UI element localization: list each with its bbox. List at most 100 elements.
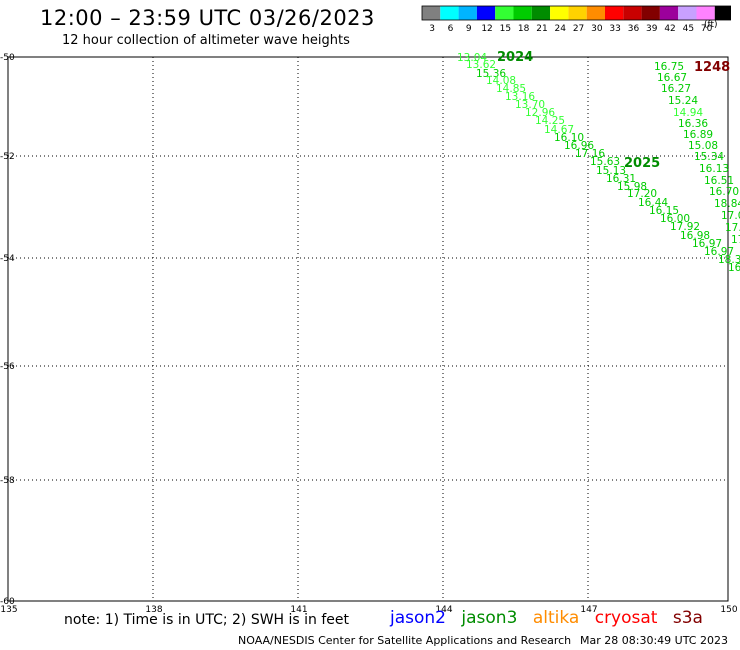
- track-2024-swh-value: 12.96: [525, 107, 555, 119]
- legend-swatch: [586, 6, 605, 20]
- legend-tick-label: 39: [646, 24, 658, 34]
- legend-swatch: [458, 6, 477, 20]
- track-1248-swh-value: 16.36: [678, 118, 708, 130]
- track-1248-swh-value: 16.67: [657, 72, 687, 84]
- track-2024-swh-value: 15.13: [596, 165, 626, 177]
- legend-unit-label: (ft): [704, 20, 718, 30]
- satellite-s3a: s3a: [672, 608, 703, 628]
- longitude-tick-label: 135: [0, 605, 17, 615]
- track-2024-swh-value: 16.98: [680, 230, 710, 242]
- legend-tick-label: 42: [664, 24, 675, 34]
- track-1248-swh-value: 16.70: [709, 186, 739, 198]
- track-2024-swh-value: 13.04: [457, 52, 487, 64]
- track-1248-swh-value: 18.84: [714, 198, 740, 210]
- legend-tick-label: 27: [573, 24, 584, 34]
- track-1248-swh-value: 17: [731, 234, 740, 246]
- track-1248-swh-value: 17.0: [721, 210, 740, 222]
- legend-swatch: [440, 6, 459, 20]
- legend-swatch: [568, 6, 587, 20]
- track-1248-swh-value: 14.94: [673, 107, 703, 119]
- longitude-tick-label: 144: [435, 605, 452, 615]
- longitude-tick-label: 141: [290, 605, 307, 615]
- legend-swatch: [605, 6, 624, 20]
- track-2024-swh-value: 15.63: [590, 156, 620, 168]
- track-2024-swh-value: 13.62: [466, 59, 496, 71]
- track-2024-swh-value: 16.97: [704, 246, 734, 258]
- legend-tick-label: 15: [500, 24, 511, 34]
- satellite-legend: jason2 jason3 altika cryosat s3a: [390, 608, 713, 628]
- track-2024-swh-value: 17.16: [575, 148, 605, 160]
- track-2024-swh-value: 16.10: [554, 132, 584, 144]
- map-frame: [7, 56, 729, 602]
- latitude-tick-label: -58: [0, 476, 15, 486]
- track-1248-swh-value: 16.27: [661, 83, 691, 95]
- legend-swatch: [659, 6, 679, 20]
- track-2024-swh-value: 16.91: [728, 262, 740, 274]
- generated-timestamp: Mar 28 08:30:49 UTC 2023: [580, 634, 728, 647]
- color-legend: 3 6 9 12 15 18 21 24 27 30 33 36 39 42 45 70: [421, 5, 731, 34]
- legend-swatch: [641, 6, 660, 20]
- page-subtitle: 12 hour collection of altimeter wave hei…: [62, 33, 350, 48]
- latitude-tick-label: -50: [0, 53, 15, 63]
- track-1248-swh-value: 16.75: [654, 61, 684, 73]
- track-2024-swh-value: 13.70: [515, 99, 545, 111]
- legend-tick-label: 6: [448, 24, 454, 34]
- track-2024-swh-value: 18.31: [718, 254, 740, 266]
- latitude-tick-label: -60: [0, 597, 15, 607]
- track-2024-swh-value: 14.25: [535, 115, 565, 127]
- track-2024-swh-value: 16.44: [638, 197, 668, 209]
- legend-tick-label: 45: [683, 24, 694, 34]
- track-2024-swh-value: 14.67: [544, 124, 574, 136]
- track-1248-swh-value: 16.51: [704, 175, 734, 187]
- legend-tick-label: 70: [701, 24, 713, 34]
- latitude-tick-label: -56: [0, 362, 15, 372]
- legend-tick-label: 33: [609, 24, 620, 34]
- track-2024-swh-value: 16.15: [649, 205, 679, 217]
- satellite-jason3: jason3: [461, 608, 518, 628]
- track-1248-swh-value: 16.89: [683, 129, 713, 141]
- latitude-tick-label: -54: [0, 254, 15, 264]
- footer-note: note: 1) Time is in UTC; 2) SWH is in fe…: [64, 612, 350, 628]
- latitude-tick-label: -52: [0, 152, 15, 162]
- legend-swatch: [513, 6, 532, 20]
- longitude-tick-label: 147: [580, 605, 597, 615]
- page-title: 12:00 – 23:59 UTC 03/26/2023: [40, 6, 375, 30]
- longitude-tick-label: 138: [145, 605, 162, 615]
- track-2024-swh-value: 17.20: [627, 188, 657, 200]
- track-2024-swh-value: 16.31: [606, 173, 636, 185]
- credit-line: NOAA/NESDIS Center for Satellite Applica…: [238, 634, 572, 647]
- satellite-cryosat: cryosat: [594, 608, 658, 628]
- track-id-label: 2024: [497, 50, 533, 65]
- legend-swatch: [550, 6, 569, 20]
- track-1248-swh-value: 15.24: [668, 95, 698, 107]
- track-2024-swh-value: 14.08: [486, 75, 516, 87]
- track-1248-swh-value: 16.13: [699, 163, 729, 175]
- track-2024-swh-value: 16.97: [692, 238, 722, 250]
- legend-tick-label: 24: [555, 24, 567, 34]
- track-2024-swh-value: 13.16: [505, 91, 535, 103]
- legend-tick-label: 12: [481, 24, 492, 34]
- satellite-jason2: jason2: [390, 608, 446, 628]
- track-2024-swh-value: 14.85: [496, 83, 526, 95]
- legend-swatch: [422, 6, 441, 20]
- longitude-tick-label: 150: [720, 605, 737, 615]
- legend-tick-label: 3: [429, 24, 435, 34]
- legend-swatch: [714, 6, 731, 20]
- track-1248-swh-value: 17.: [725, 222, 740, 234]
- legend-tick-label: 9: [466, 24, 472, 34]
- legend-swatch: [476, 6, 496, 20]
- track-2024-swh-value: 15.98: [617, 181, 647, 193]
- track-id-label: 1248: [694, 60, 730, 75]
- legend-swatch: [678, 6, 697, 20]
- track-2024-swh-value: 16.00: [660, 213, 690, 225]
- track-2024-swh-value: 16.96: [564, 140, 594, 152]
- legend-swatch: [696, 6, 715, 20]
- track-1248-swh-value: 15.08: [688, 140, 718, 152]
- legend-tick-label: 30: [591, 24, 603, 34]
- legend-tick-label: 36: [628, 24, 640, 34]
- legend-tick-label: 21: [536, 24, 547, 34]
- legend-tick-label: 18: [518, 24, 530, 34]
- legend-swatch: [531, 6, 551, 20]
- track-2024-swh-value: 17.92: [670, 221, 700, 233]
